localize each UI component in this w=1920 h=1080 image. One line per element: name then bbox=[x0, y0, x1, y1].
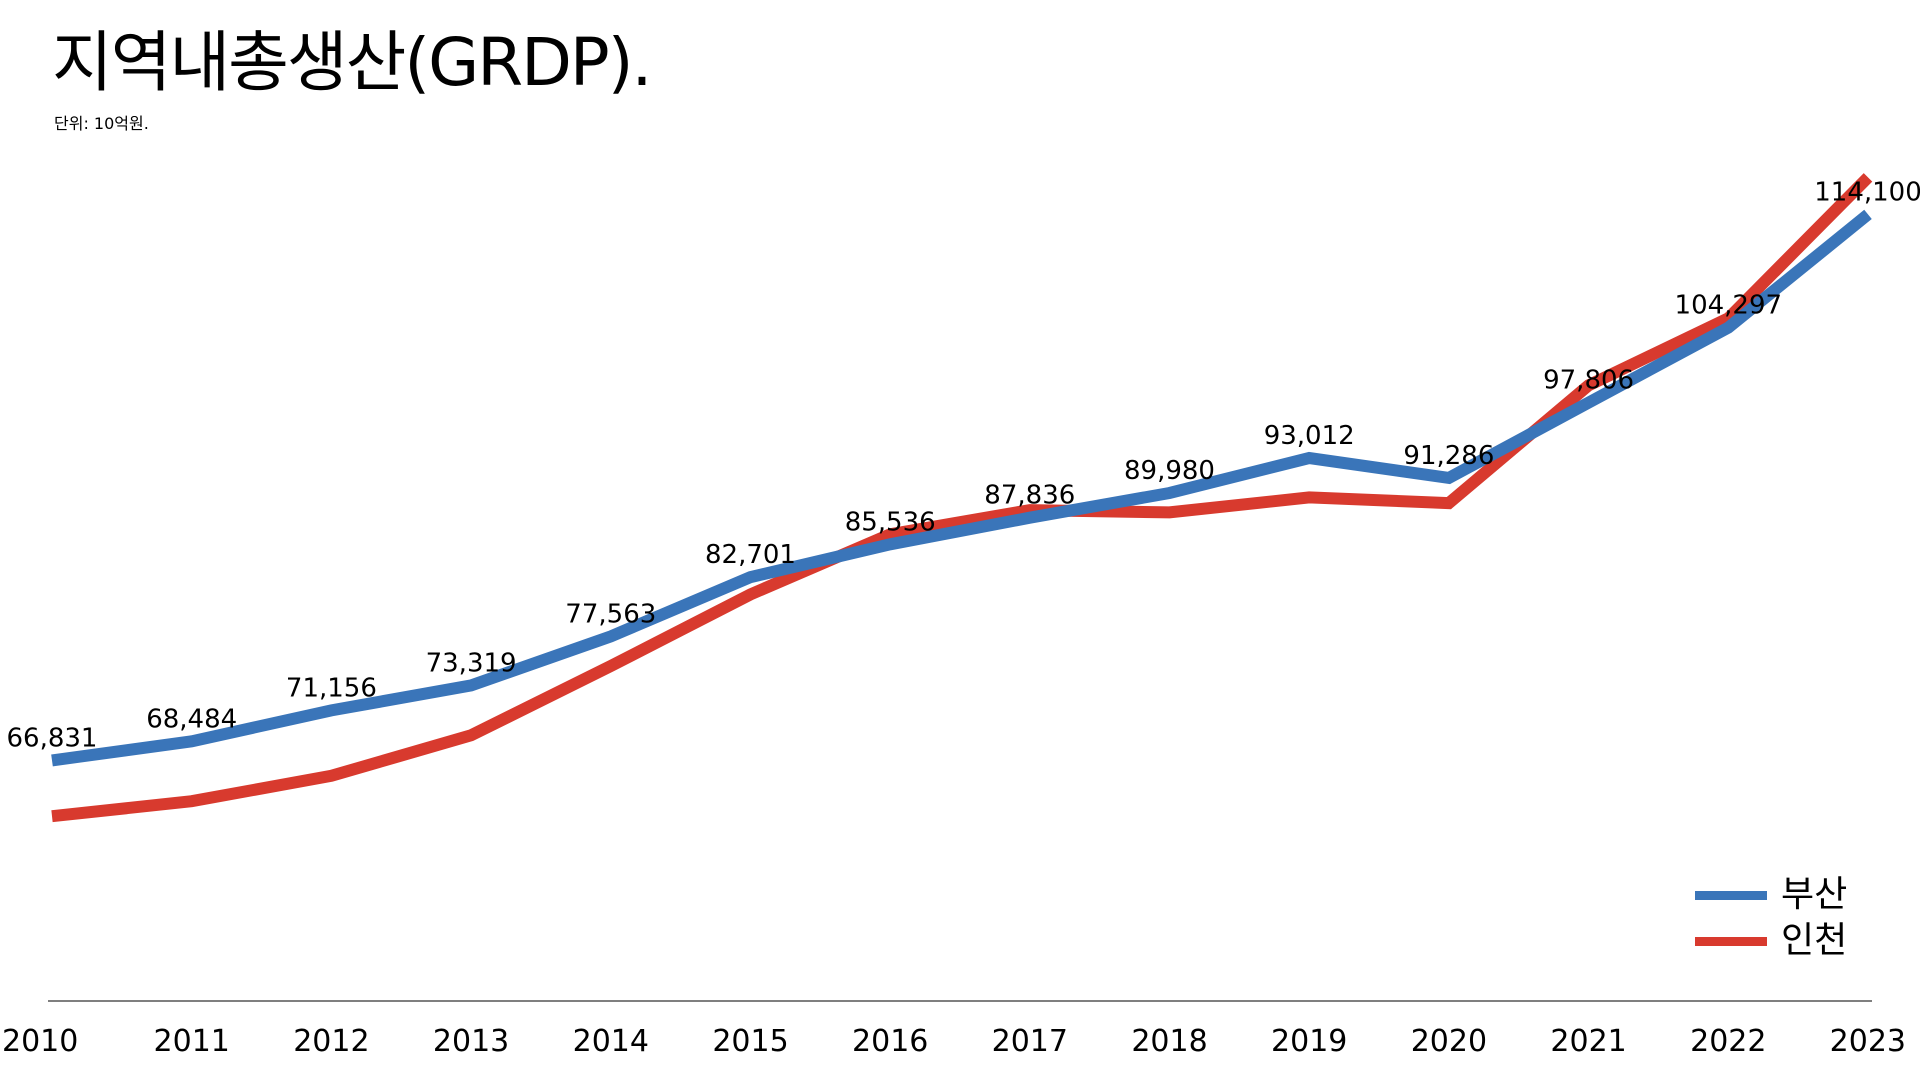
x-tick-layer: 2010 2011 2012 2013 2014 2015 2016 2017 2018 2019… bbox=[2, 1024, 1906, 1059]
series-line-1 bbox=[51, 173, 1873, 823]
data-label: 73,319 bbox=[426, 648, 517, 678]
data-label: 97,806 bbox=[1543, 366, 1634, 396]
x-tick-label: 2017 bbox=[992, 1024, 1068, 1059]
x-tick-label: 2015 bbox=[712, 1024, 788, 1059]
data-label: 66,831 bbox=[7, 723, 98, 753]
x-tick-label: 2019 bbox=[1271, 1024, 1347, 1059]
data-label: 93,012 bbox=[1264, 421, 1355, 451]
legend-swatch-incheon bbox=[1695, 936, 1767, 946]
data-label-layer: 66,831 68,484 71,156 73,319 77,563 82,701 85,5… bbox=[7, 177, 1920, 753]
chart-title: 지역내총생산(GRDP). bbox=[52, 24, 652, 101]
x-tick-label: 2014 bbox=[573, 1024, 649, 1059]
data-label: 91,286 bbox=[1403, 441, 1494, 471]
x-tick-label: 2023 bbox=[1830, 1024, 1906, 1059]
x-tick-label: 2013 bbox=[433, 1024, 509, 1059]
x-tick-label: 2012 bbox=[293, 1024, 369, 1059]
x-tick-label: 2010 bbox=[2, 1024, 78, 1059]
data-label: 104,297 bbox=[1675, 291, 1783, 321]
legend-item-incheon: 인천 bbox=[1695, 918, 1847, 964]
x-tick-label: 2021 bbox=[1550, 1024, 1626, 1059]
x-tick-label: 2022 bbox=[1690, 1024, 1766, 1059]
x-tick-label: 2016 bbox=[852, 1024, 928, 1059]
legend-item-busan: 부산 bbox=[1695, 872, 1847, 918]
data-label: 71,156 bbox=[286, 673, 377, 703]
data-label: 77,563 bbox=[565, 599, 656, 629]
x-tick-label: 2018 bbox=[1131, 1024, 1207, 1059]
chart-subtitle: 단위: 10억원. bbox=[54, 114, 149, 133]
legend: 부산 인천 bbox=[1695, 872, 1847, 964]
data-label: 85,536 bbox=[845, 507, 936, 537]
data-label: 82,701 bbox=[705, 540, 796, 570]
data-label: 114,100 bbox=[1814, 177, 1920, 207]
legend-label-incheon: 인천 bbox=[1781, 920, 1848, 961]
legend-swatch-busan bbox=[1695, 890, 1767, 900]
series-line-0 bbox=[51, 209, 1872, 767]
data-label: 89,980 bbox=[1124, 456, 1215, 486]
x-tick-label: 2011 bbox=[154, 1024, 230, 1059]
data-label: 87,836 bbox=[984, 481, 1075, 511]
x-tick-label: 2020 bbox=[1411, 1024, 1487, 1059]
series-layer bbox=[51, 173, 1873, 823]
data-label: 68,484 bbox=[146, 704, 237, 734]
legend-label-busan: 부산 bbox=[1781, 874, 1848, 915]
